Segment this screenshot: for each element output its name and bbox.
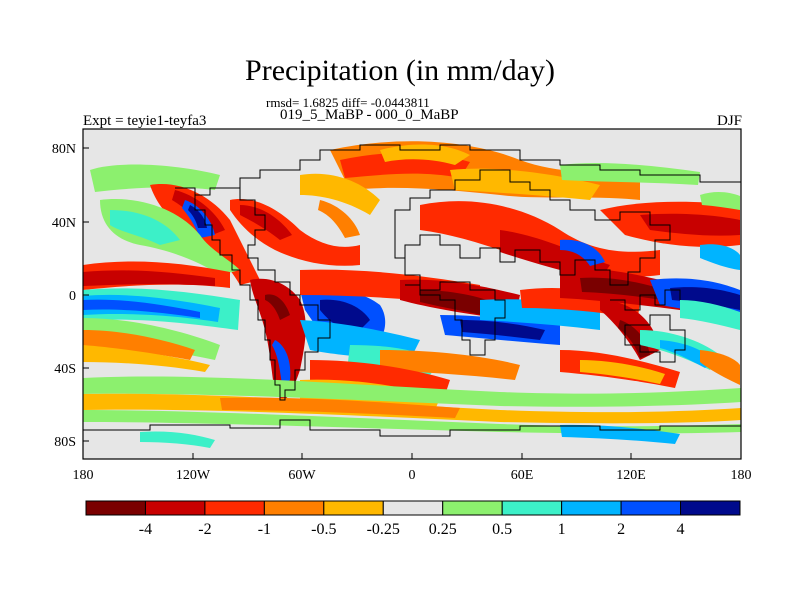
colorbar: -4 -2 -1 -0.5 -0.25 0.25 0.5 1 2 4	[85, 500, 741, 538]
colorbar-label: -0.5	[311, 521, 336, 538]
colorbar-swatch	[561, 500, 622, 516]
lat-tick-label: 80S	[54, 435, 76, 450]
colorbar-swatch	[680, 500, 741, 516]
lat-tick-label: 40S	[54, 362, 76, 377]
colorbar-label: 2	[617, 521, 625, 538]
experiment-subtitle: 019_5_MaBP - 000_0_MaBP	[280, 107, 459, 123]
colorbar-swatch	[501, 500, 563, 516]
colorbar-label: 4	[677, 521, 685, 538]
colorbar-swatch	[442, 500, 503, 516]
axis-ticks	[82, 147, 742, 459]
plot-title: Precipitation (in mm/day)	[245, 54, 555, 87]
colorbar-label: -4	[139, 521, 152, 538]
lon-tick-label: 60E	[511, 468, 534, 483]
colorbar-label: -0.25	[367, 521, 400, 538]
lon-tick-label: 60W	[288, 468, 316, 483]
colorbar-swatch	[204, 500, 265, 516]
lat-tick-labels: 80N 40N 0 40S 80S	[52, 142, 76, 450]
colorbar-label: 0.25	[429, 521, 457, 538]
precip-field	[83, 129, 741, 459]
colorbar-label: -2	[198, 521, 211, 538]
lat-tick-label: 80N	[52, 142, 76, 157]
colorbar-swatch	[382, 500, 444, 516]
colorbar-label: 1	[558, 521, 566, 538]
lon-tick-label: 120W	[176, 468, 211, 483]
colorbar-swatch	[85, 500, 146, 516]
lon-tick-labels: 180 120W 60W 0 60E 120E 180	[73, 468, 752, 483]
colorbar-label: 0.5	[492, 521, 512, 538]
season-label: DJF	[716, 113, 742, 129]
colorbar-swatch	[620, 500, 682, 516]
experiment-label: Expt = teyie1-teyfa3	[83, 113, 207, 129]
lat-tick-label: 0	[69, 289, 76, 304]
colorbar-swatch	[263, 500, 325, 516]
colorbar-swatch	[323, 500, 384, 516]
colorbar-label: -1	[258, 521, 271, 538]
coastlines	[83, 144, 741, 437]
colorbar-swatch	[144, 500, 206, 516]
lon-tick-label: 0	[409, 468, 416, 483]
lon-tick-label: 180	[731, 468, 752, 483]
lon-tick-label: 120E	[616, 468, 646, 483]
stats-line: rmsd= 1.6825 diff= -0.0443811	[266, 95, 430, 110]
lon-tick-label: 180	[73, 468, 94, 483]
lat-tick-label: 40N	[52, 216, 76, 231]
